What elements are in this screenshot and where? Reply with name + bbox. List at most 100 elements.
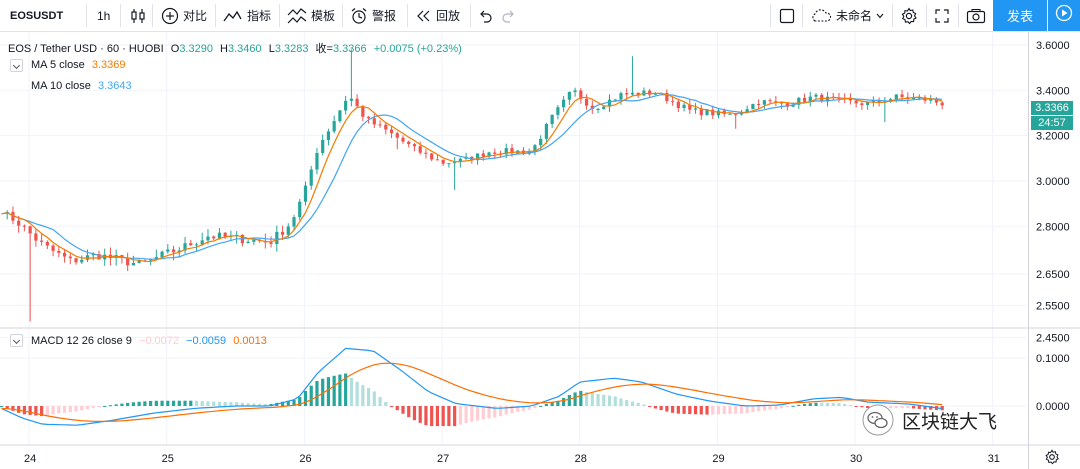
candle-body [699, 108, 703, 116]
candle-body [217, 232, 222, 239]
candle-body [917, 97, 921, 99]
chart-type-button[interactable] [129, 0, 147, 31]
candle-body [17, 220, 21, 226]
candles-icon [129, 7, 147, 25]
candle-body [171, 249, 176, 253]
candle-body [567, 92, 571, 100]
macd-histogram-bar [257, 403, 262, 406]
candle-body [332, 121, 336, 132]
candle-body [871, 100, 875, 103]
macd-histogram-bar [57, 406, 61, 414]
candle-body [40, 240, 44, 242]
candle-body [722, 110, 726, 114]
macd-collapse-button[interactable] [10, 334, 23, 347]
candle-body [366, 116, 371, 119]
candle-body [223, 232, 227, 237]
candle-body [447, 163, 451, 165]
fullscreen-button[interactable] [934, 0, 950, 31]
candle-body [584, 98, 589, 106]
indicators-button[interactable]: 指标 [223, 0, 271, 31]
candle-body [562, 99, 566, 108]
candle-body [929, 99, 933, 101]
templates-button[interactable]: 模板 [287, 0, 335, 31]
candle-body [808, 96, 812, 102]
price-tick-label: 3.2000 [1036, 131, 1070, 143]
alert-button[interactable]: 警报 [350, 0, 396, 31]
macd-histogram-bar [785, 406, 789, 407]
ohlc-close: 收=3.3366 [316, 43, 371, 55]
candle-body [183, 243, 187, 251]
symbol-search-button[interactable]: EOSUSDT [10, 0, 63, 31]
candle-body [62, 252, 67, 257]
candle-body [751, 103, 755, 110]
macd-histogram-bar [498, 406, 503, 417]
macd-histogram-bar [85, 406, 90, 409]
candle-body [653, 93, 657, 95]
macd-histogram-bar [252, 403, 256, 406]
macd-histogram-bar [206, 401, 210, 406]
candle-body [280, 231, 285, 235]
plus-circle-icon [161, 7, 179, 25]
candle-body [648, 90, 652, 95]
candle-body [676, 101, 680, 108]
macd-histogram-bar [424, 406, 428, 426]
redo-button[interactable] [501, 0, 517, 31]
play-button[interactable] [1048, 0, 1080, 31]
legend-collapse-button[interactable] [10, 59, 23, 72]
candle-body [28, 226, 32, 234]
save-layout-button[interactable]: 未命名 [810, 0, 884, 31]
macd-tick-label: 0.1000 [1036, 353, 1070, 365]
macd-histogram-bar [361, 385, 365, 406]
candle-body [745, 109, 749, 112]
macd-histogram-bar [820, 402, 824, 406]
candle-body [682, 104, 686, 108]
candle-body [321, 140, 325, 153]
candle-body [539, 138, 543, 146]
replay-button[interactable]: 回放 [416, 0, 460, 31]
chevron-down-icon [12, 336, 21, 345]
time-tick-label: 25 [162, 453, 174, 465]
candle-body [510, 148, 514, 154]
macd-histogram-bar [28, 406, 32, 415]
ma10-legend[interactable]: MA 10 close 3.3643 [31, 80, 136, 92]
candle-body [424, 152, 428, 154]
macd-histogram-bar [699, 406, 703, 415]
ma5-legend[interactable]: MA 5 close 3.3369 [31, 59, 130, 71]
macd-histogram-bar [779, 406, 784, 409]
undo-button[interactable] [477, 0, 493, 31]
macd-histogram-bar [888, 406, 893, 409]
macd-histogram-bar [389, 406, 394, 407]
macd-histogram-bar [349, 377, 353, 406]
candle-body [544, 124, 549, 139]
macd-histogram-bar [11, 406, 15, 411]
series-legend: EOS / Tether USD · 60 · HUOBI O3.3290 H3… [8, 40, 466, 56]
gear-icon [1044, 449, 1060, 469]
candle-body [665, 92, 669, 102]
candle-body [636, 92, 640, 96]
watermark: 区块链大飞 [862, 404, 997, 436]
candle-body [51, 245, 55, 251]
price-chart[interactable]: 3.6000 3.4000 3.2000 3.0000 2.8000 2.6500 2.55… [0, 32, 1080, 469]
macd-legend[interactable]: MACD 12 26 close 9 −0.0072 −0.0059 0.001… [31, 335, 271, 347]
macd-histogram-bar [62, 406, 67, 413]
publish-button[interactable]: 发表 [993, 0, 1047, 31]
series-title: EOS / Tether USD · 60 · HUOBI [8, 43, 164, 55]
settings-button[interactable] [900, 0, 918, 31]
gear-icon [900, 6, 918, 25]
screenshot-button[interactable] [966, 0, 986, 31]
macd-histogram-bar [854, 406, 858, 407]
macd-histogram-bar [768, 406, 772, 410]
macd-histogram-bar [223, 401, 227, 406]
macd-histogram-bar [911, 406, 916, 409]
macd-histogram-bar [929, 406, 933, 410]
candle-body [671, 101, 675, 103]
macd-histogram-bar [619, 398, 623, 406]
axis-settings-button[interactable] [1044, 449, 1060, 469]
compare-button[interactable]: 对比 [161, 0, 207, 31]
fullscreen-layout-button[interactable] [779, 0, 795, 31]
interval-button[interactable]: 1h [97, 0, 110, 31]
macd-histogram-bar [521, 406, 526, 411]
macd-histogram-bar [900, 406, 904, 409]
macd-histogram-bar [814, 402, 818, 406]
time-tick-label: 31 [988, 453, 1000, 465]
